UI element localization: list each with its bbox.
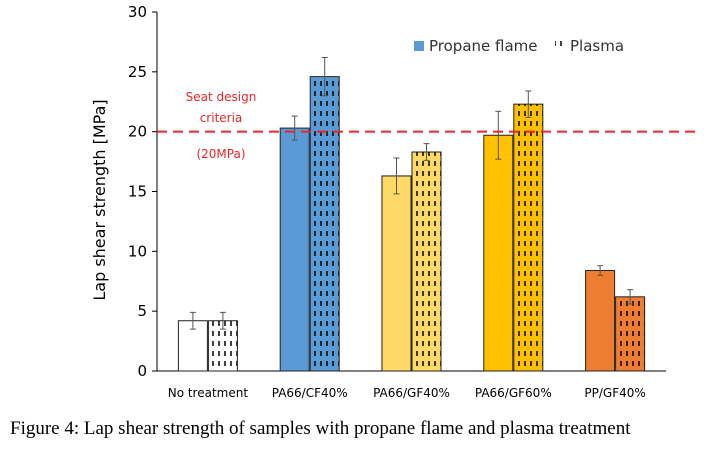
y-axis: 0 5 10 15 20 25 30 xyxy=(128,3,666,380)
x-tick-label: PA66/CF40% xyxy=(272,386,348,400)
y-tick-label: 25 xyxy=(128,63,147,81)
legend: Propane flame Plasma xyxy=(414,37,624,55)
bar-dash-overlay xyxy=(615,296,645,371)
x-tick-label: PA66/GF40% xyxy=(373,386,450,400)
y-tick-label: 30 xyxy=(128,3,147,21)
y-tick-label: 10 xyxy=(128,242,147,260)
bar-propane xyxy=(483,134,514,372)
bar-dash-overlay xyxy=(310,76,340,372)
bar-dash-overlay xyxy=(412,152,441,371)
legend-label: Propane flame xyxy=(429,37,538,55)
y-tick-label: 15 xyxy=(128,183,147,201)
y-tick-label: 0 xyxy=(137,362,147,380)
x-axis-labels: No treatment PA66/CF40% PA66/GF40% PA66/GF6… xyxy=(168,386,646,400)
y-tick-label: 20 xyxy=(128,123,147,141)
bar-propane xyxy=(381,175,412,372)
bar-propane xyxy=(585,269,616,372)
x-tick-label: PA66/GF60% xyxy=(475,386,552,400)
legend-swatch-plasma-pattern xyxy=(555,41,565,51)
figure-caption: Figure 4: Lap shear strength of samples … xyxy=(10,418,631,439)
bars xyxy=(177,56,646,372)
bar-propane xyxy=(279,127,310,372)
bar-dash-overlay xyxy=(513,104,543,371)
x-tick-label: No treatment xyxy=(168,386,249,400)
legend-swatch-propane xyxy=(414,41,424,51)
annotation-line: criteria xyxy=(200,111,243,125)
legend-label: Plasma xyxy=(570,37,624,55)
annotation-line: (20MPa) xyxy=(196,147,245,161)
annotation-line: Seat design xyxy=(186,90,257,104)
criteria-annotation: Seat design criteria (20MPa) xyxy=(186,90,257,161)
x-tick-label: PP/GF40% xyxy=(584,386,645,400)
y-axis-title: Lap shear strength [MPa] xyxy=(90,99,109,300)
y-tick-label: 5 xyxy=(137,302,147,320)
